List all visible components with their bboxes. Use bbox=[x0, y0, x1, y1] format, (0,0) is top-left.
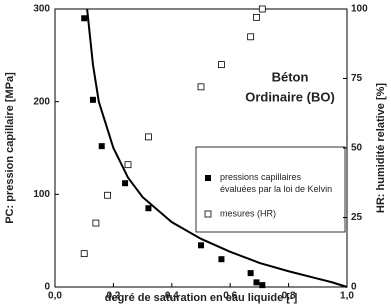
x-tick-label: 0,0 bbox=[48, 291, 62, 302]
y2-axis-label: HR: humidité relative [%] bbox=[375, 83, 387, 214]
x-tick-label: 0,4 bbox=[165, 291, 179, 302]
point bbox=[218, 256, 225, 263]
point bbox=[197, 83, 205, 91]
point bbox=[253, 279, 260, 286]
x-tick-label: 0,2 bbox=[106, 291, 120, 302]
point bbox=[92, 219, 100, 227]
y-tick-label: 200 bbox=[33, 96, 50, 107]
y2-tick-label: 25 bbox=[351, 212, 363, 223]
point bbox=[218, 61, 225, 68]
point bbox=[258, 5, 266, 13]
annotation: Ordinaire (BO) bbox=[245, 89, 335, 104]
legend-label: pressions capillaires évaluées par la loi… bbox=[220, 172, 332, 194]
y-tick-label: 0 bbox=[44, 282, 50, 293]
legend-label: mesures (HR) bbox=[220, 208, 276, 218]
point bbox=[253, 13, 260, 21]
y2-tick-label: 0 bbox=[351, 282, 357, 293]
point bbox=[98, 143, 105, 150]
y2-tick-label: 75 bbox=[351, 73, 363, 84]
curve bbox=[86, 8, 348, 288]
point bbox=[145, 205, 152, 212]
point bbox=[198, 242, 204, 249]
y2-tick-label: 100 bbox=[351, 4, 368, 15]
y2-tick-label: 50 bbox=[351, 143, 363, 154]
legend-marker bbox=[205, 175, 211, 181]
y-tick-label: 100 bbox=[33, 189, 50, 200]
annotation: Béton bbox=[272, 69, 309, 84]
x-axis-label: degré de saturation en eau liquide [-] bbox=[105, 292, 298, 304]
x-tick-label: 1,0 bbox=[340, 291, 354, 302]
point bbox=[247, 33, 255, 41]
y-axis-label: PC: pression capillaire [MPa] bbox=[4, 72, 16, 224]
point bbox=[89, 96, 96, 103]
point bbox=[145, 133, 152, 141]
legend-box bbox=[195, 146, 346, 233]
x-tick-label: 0,6 bbox=[223, 291, 237, 302]
y-tick-label: 300 bbox=[33, 4, 50, 15]
point bbox=[124, 161, 132, 169]
point bbox=[104, 191, 111, 199]
point bbox=[80, 250, 88, 258]
point bbox=[122, 180, 129, 187]
point bbox=[247, 270, 254, 277]
legend-marker bbox=[204, 210, 212, 218]
point bbox=[81, 15, 88, 22]
x-tick-label: 0,8 bbox=[282, 291, 296, 302]
point bbox=[259, 282, 266, 289]
